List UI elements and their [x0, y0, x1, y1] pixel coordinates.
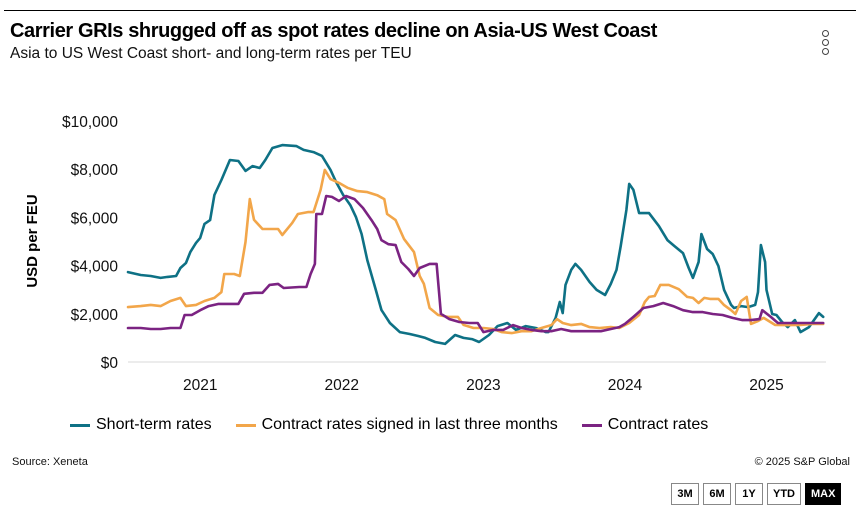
chart-subtitle: Asia to US West Coast short- and long-te…	[10, 45, 412, 62]
x-tick-label: 2025	[749, 377, 783, 394]
range-button-6m[interactable]: 6M	[703, 483, 731, 505]
series-line-contract[interactable]	[126, 194, 825, 334]
legend-swatch-short-term	[70, 423, 90, 427]
chart-title: Carrier GRIs shrugged off as spot rates …	[10, 20, 658, 42]
range-button-max[interactable]: MAX	[805, 483, 842, 505]
y-tick-label: $10,000	[62, 114, 118, 131]
x-tick-label: 2021	[183, 377, 217, 394]
legend: Short-term rates Contract rates signed i…	[70, 416, 732, 434]
series-line-contract-3m[interactable]	[126, 168, 825, 335]
series-line-short-term[interactable]	[126, 143, 825, 346]
range-button-1y[interactable]: 1Y	[735, 483, 763, 505]
menu-dot	[821, 39, 829, 46]
legend-label: Contract rates	[607, 416, 709, 433]
series-layer	[126, 143, 825, 346]
legend-label: Short-term rates	[96, 416, 212, 433]
source-note: Source: Xeneta	[12, 456, 88, 468]
y-tick-label: $4,000	[71, 259, 119, 276]
range-button-ytd[interactable]: YTD	[767, 483, 801, 505]
x-tick-label: 2023	[466, 377, 500, 394]
x-tick-label: 2022	[325, 377, 359, 394]
legend-item-contract-3m[interactable]: Contract rates signed in last three mont…	[235, 416, 558, 434]
legend-label: Contract rates signed in last three mont…	[261, 416, 558, 433]
range-button-3m[interactable]: 3M	[671, 483, 699, 505]
vertical-ellipsis-icon[interactable]	[815, 30, 835, 58]
legend-item-short-term[interactable]: Short-term rates	[70, 416, 212, 434]
y-tick-label: $6,000	[71, 210, 119, 227]
menu-dot	[821, 30, 829, 37]
y-tick-label: $0	[101, 355, 119, 372]
legend-swatch-contract-3m	[235, 423, 256, 427]
y-tick-label: $2,000	[71, 307, 119, 324]
y-tick-label: $8,000	[71, 162, 119, 179]
top-rule	[4, 10, 856, 11]
range-selector: 3M 6M 1Y YTD MAX	[671, 483, 842, 505]
legend-swatch-contract	[581, 423, 602, 427]
y-axis: $0 $2,000 $4,000 $6,000 $8,000 $10,000	[62, 114, 826, 372]
x-axis: 2021 2022 2023 2024 2025	[183, 377, 784, 394]
copyright-note: © 2025 S&P Global	[754, 456, 850, 468]
legend-item-contract[interactable]: Contract rates	[581, 416, 709, 434]
menu-dot	[821, 48, 829, 55]
y-axis-label: USD per FEU	[24, 194, 41, 287]
x-tick-label: 2024	[608, 377, 643, 394]
